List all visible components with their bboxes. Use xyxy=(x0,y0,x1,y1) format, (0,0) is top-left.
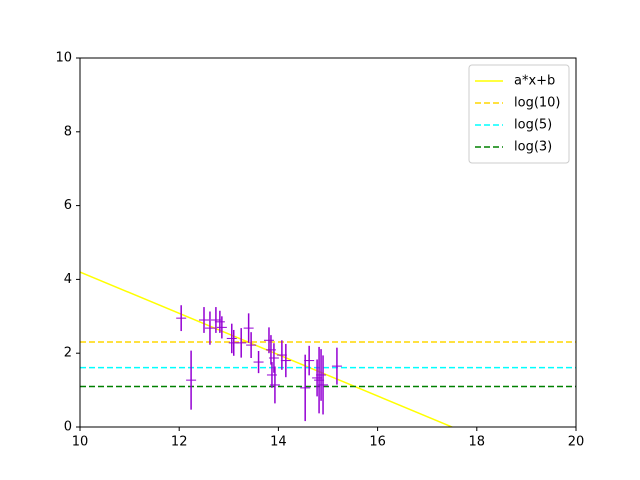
y-tick-label: 10 xyxy=(55,51,72,66)
y-tick-label: 0 xyxy=(64,420,72,435)
x-tick-label: 10 xyxy=(72,435,89,450)
x-tick-label: 18 xyxy=(469,435,486,450)
x-tick-label: 16 xyxy=(369,435,386,450)
axes-frame xyxy=(79,57,577,428)
y-tick-label: 4 xyxy=(64,272,72,287)
y-tick-label: 6 xyxy=(64,198,72,213)
legend-label: log(3) xyxy=(514,140,552,155)
legend-box xyxy=(468,64,570,164)
ticks: 10 12 14 16 18 20 0 2 4 6 8 10 xyxy=(55,51,584,450)
x-tick-label: 12 xyxy=(171,435,188,450)
series-line xyxy=(80,271,454,427)
y-tick-label: 8 xyxy=(64,124,72,139)
x-tick-label: 20 xyxy=(568,435,585,450)
plot-area xyxy=(80,271,576,427)
y-tick-label: 2 xyxy=(64,346,72,361)
legend-label: log(5) xyxy=(514,118,552,133)
legend-label: log(10) xyxy=(514,96,561,111)
x-tick-label: 14 xyxy=(270,435,287,450)
legend-label: a*x+b xyxy=(514,74,555,89)
legend: a*x+b log(10) log(5) log(3) xyxy=(468,64,570,164)
